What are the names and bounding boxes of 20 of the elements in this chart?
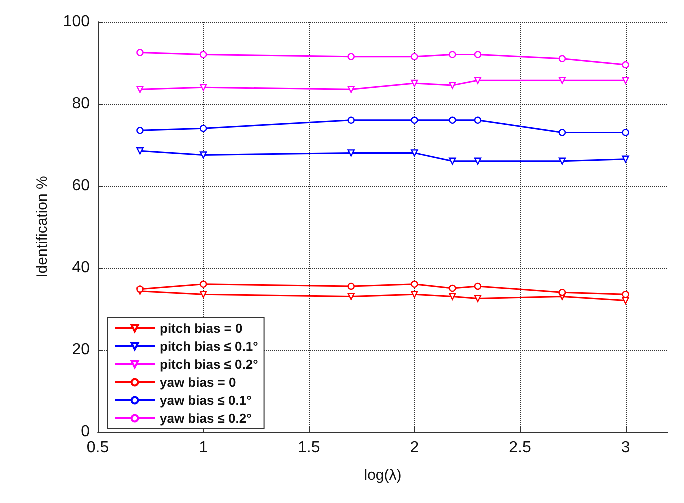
x-axis-title: log(λ): [364, 467, 402, 484]
y-tick-label: 80: [72, 96, 90, 112]
x-tick-label: 1: [199, 440, 208, 456]
y-axis-title: Identification %: [34, 176, 51, 278]
y-tick-label: 0: [81, 424, 90, 440]
legend-label: pitch bias = 0: [160, 321, 243, 336]
x-tick-label: 3: [621, 440, 630, 456]
y-tick-label: 40: [72, 260, 90, 276]
x-tick-label: 1.5: [298, 440, 320, 456]
legend-label: yaw bias ≤ 0.1°: [160, 393, 252, 408]
legend-label: yaw bias = 0: [160, 375, 236, 390]
y-tick-label: 20: [72, 342, 90, 358]
x-tick-label: 2: [410, 440, 420, 456]
y-tick-label: 100: [63, 14, 90, 30]
y-tick-label: 60: [72, 178, 90, 194]
x-tick-label: 0.5: [86, 440, 110, 456]
legend-label: pitch bias ≤ 0.1°: [160, 339, 258, 354]
legend-label: pitch bias ≤ 0.2°: [160, 357, 258, 372]
x-tick-label: 2.5: [509, 440, 532, 456]
legend-label: yaw bias ≤ 0.2°: [160, 411, 252, 426]
